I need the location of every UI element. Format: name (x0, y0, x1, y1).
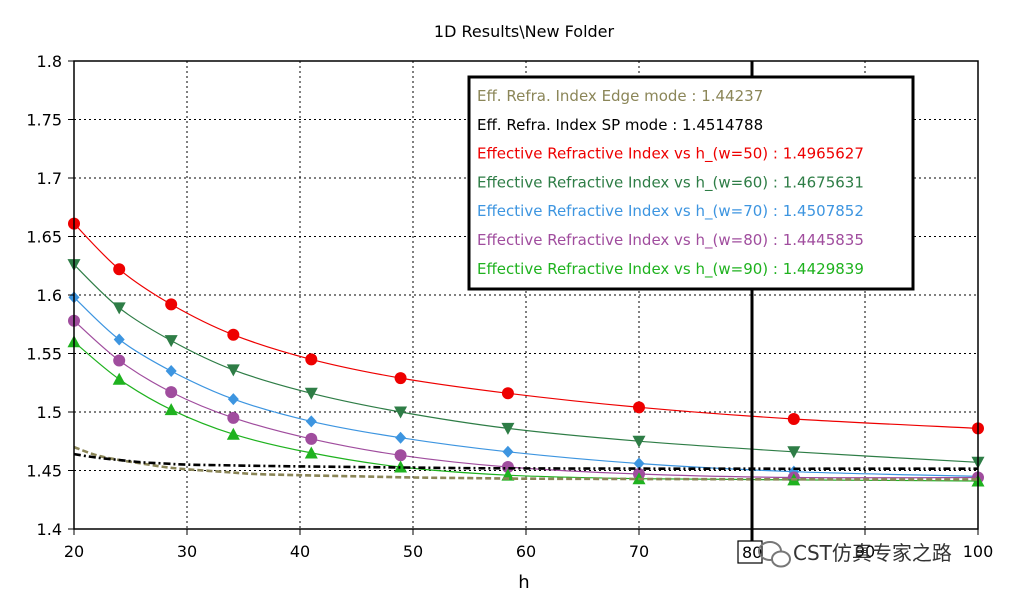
watermark-text: CST仿真专家之路 (793, 541, 952, 565)
legend-series-name: Effective Refractive Index vs h_(w=90) (477, 260, 768, 279)
legend-series-name: Effective Refractive Index vs h_(w=80) (477, 231, 768, 250)
data-point (787, 446, 801, 459)
y-tick-label: 1.7 (37, 169, 62, 188)
x-tick-label: 70 (629, 542, 649, 561)
legend-entry: Effective Refractive Index vs h_(w=70) :… (477, 202, 864, 221)
data-point (787, 413, 800, 426)
y-tick-label: 1.75 (26, 111, 62, 130)
cursor-label-box[interactable] (737, 540, 763, 564)
data-point (227, 328, 240, 341)
data-point (112, 302, 126, 315)
y-tick-label: 1.6 (37, 286, 62, 305)
legend-readout-value: 1.44237 (701, 87, 763, 105)
data-point (113, 333, 125, 346)
y-tick-label: 1.4 (37, 520, 62, 539)
legend: Eff. Refra. Index Edge mode : 1.44237Eff… (467, 75, 915, 291)
data-point (305, 432, 318, 445)
x-tick-label: 30 (177, 542, 197, 561)
x-tick-label: 40 (290, 542, 310, 561)
data-point (633, 457, 645, 470)
y-tick-label: 1.55 (26, 345, 62, 364)
chart-title: 1D Results\New Folder (434, 22, 615, 41)
data-point (502, 445, 514, 458)
legend-readout-value: 1.4445835 (783, 231, 864, 249)
data-point (395, 431, 407, 444)
data-point (305, 353, 318, 366)
data-point (305, 415, 317, 428)
legend-readout-value: 1.4965627 (783, 145, 864, 163)
series-line (73, 452, 978, 471)
watermark: CST仿真专家之路 (758, 541, 952, 568)
legend-entry: Eff. Refra. Index SP mode : 1.4514788 (477, 116, 763, 134)
legend-series-name: Effective Refractive Index vs h_(w=50) (477, 145, 768, 164)
legend-separator: : (687, 87, 702, 105)
data-point (501, 460, 514, 473)
data-point (164, 403, 178, 416)
x-tick-label: 20 (64, 542, 84, 561)
series-layer (67, 217, 985, 487)
y-axis: 1.4 1.45 1.5 1.55 1.6 1.65 1.7 1.75 1.8 (26, 52, 74, 539)
data-point (632, 435, 646, 448)
data-point (304, 387, 318, 400)
data-point (165, 298, 178, 311)
legend-box (467, 75, 915, 291)
legend-series-name: Effective Refractive Index vs h_(w=70) (477, 202, 768, 221)
wechat-icon (758, 541, 791, 568)
data-point (227, 393, 239, 406)
legend-readout-value: 1.4514788 (682, 116, 763, 134)
legend-separator: : (768, 173, 783, 191)
data-point (226, 427, 240, 440)
data-point (165, 365, 177, 378)
x-axis-label: h (518, 572, 529, 593)
data-point (227, 411, 240, 424)
legend-readout-value: 1.4507852 (783, 202, 864, 220)
legend-series-name: Eff. Refra. Index Edge mode (477, 87, 687, 105)
data-point (394, 460, 408, 473)
data-point (164, 335, 178, 348)
data-point (113, 263, 126, 276)
data-point (112, 372, 126, 385)
legend-readout-value: 1.4675631 (783, 173, 864, 191)
legend-separator: : (768, 202, 783, 220)
legend-separator: : (768, 145, 783, 163)
legend-entry: Effective Refractive Index vs h_(w=50) :… (477, 145, 864, 164)
legend-series-name: Effective Refractive Index vs h_(w=60) (477, 173, 768, 192)
data-point (165, 386, 178, 399)
data-point (394, 372, 407, 385)
data-point (394, 406, 408, 419)
data-point (633, 401, 645, 414)
x-tick-label: 60 (516, 542, 536, 561)
legend-entry: Eff. Refra. Index Edge mode : 1.44237 (477, 87, 763, 105)
legend-entry: Effective Refractive Index vs h_(w=60) :… (477, 173, 864, 192)
y-tick-label: 1.45 (26, 462, 62, 481)
data-point (501, 422, 515, 435)
data-point (304, 446, 318, 459)
legend-entry: Effective Refractive Index vs h_(w=90) :… (477, 260, 864, 279)
data-point (113, 354, 126, 367)
y-tick-label: 1.8 (37, 52, 62, 71)
x-tick-label: 100 (963, 542, 994, 561)
legend-series-name: Eff. Refra. Index SP mode (477, 116, 667, 134)
y-tick-label: 1.5 (37, 403, 62, 422)
legend-separator: : (768, 260, 783, 278)
x-tick-label: 90 (855, 542, 875, 561)
legend-entry: Effective Refractive Index vs h_(w=80) :… (477, 231, 864, 250)
legend-readout-value: 1.4429839 (783, 260, 864, 278)
data-point (501, 387, 514, 400)
x-tick-label: 50 (403, 542, 423, 561)
y-tick-label: 1.65 (26, 228, 62, 247)
series-line (73, 445, 978, 481)
legend-separator: : (768, 231, 783, 249)
data-point (226, 364, 240, 377)
data-point (394, 449, 407, 462)
legend-separator: : (667, 116, 682, 134)
cursor-label[interactable]: 80 (742, 543, 762, 562)
